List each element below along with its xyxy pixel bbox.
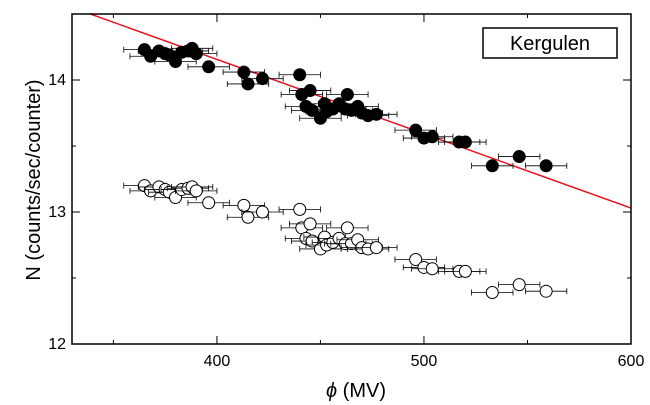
data-point [539, 284, 553, 298]
axes-layer: 400 500 600 12 13 14 [48, 13, 645, 370]
data-point [303, 217, 317, 231]
data-point [409, 123, 423, 137]
data-point [458, 135, 472, 149]
data-point [255, 205, 269, 219]
data-point [539, 159, 553, 173]
data-point [512, 150, 526, 164]
data-point [293, 68, 307, 82]
y-axis-label: N (counts/sec/counter) [23, 79, 45, 280]
data-point [189, 184, 203, 198]
x-axis-symbol: ϕ [326, 380, 337, 402]
data-points-layer [123, 41, 568, 300]
data-point [237, 65, 251, 79]
data-point [485, 286, 499, 300]
data-point [485, 159, 499, 173]
data-point [237, 198, 251, 212]
x-tick-label: 600 [618, 353, 645, 370]
data-point [303, 84, 317, 98]
data-point [369, 107, 383, 121]
data-point [255, 72, 269, 86]
data-point [512, 278, 526, 292]
data-point [409, 253, 423, 267]
legend-box: Kergulen [482, 27, 618, 59]
x-tick-label: 400 [204, 353, 231, 370]
data-point [458, 264, 472, 278]
data-point [189, 47, 203, 61]
data-point [241, 77, 255, 91]
data-point [241, 210, 255, 224]
data-point [202, 60, 216, 74]
y-tick-label: 13 [48, 204, 66, 221]
series-filled [123, 41, 568, 173]
legend-label: Kergulen [510, 33, 590, 55]
data-point [340, 88, 354, 102]
y-tick-label: 12 [48, 336, 66, 353]
data-point [293, 202, 307, 216]
x-axis-label: ϕ (MV) [326, 380, 386, 402]
data-point [340, 221, 354, 235]
data-point [369, 241, 383, 255]
x-tick-label: 500 [411, 353, 438, 370]
series-open [123, 179, 568, 300]
y-tick-label: 14 [48, 72, 66, 89]
x-axis-unit: (MV) [343, 380, 386, 402]
plot-frame [71, 13, 632, 345]
data-point [425, 130, 439, 144]
data-point [425, 262, 439, 276]
data-point [202, 196, 216, 210]
